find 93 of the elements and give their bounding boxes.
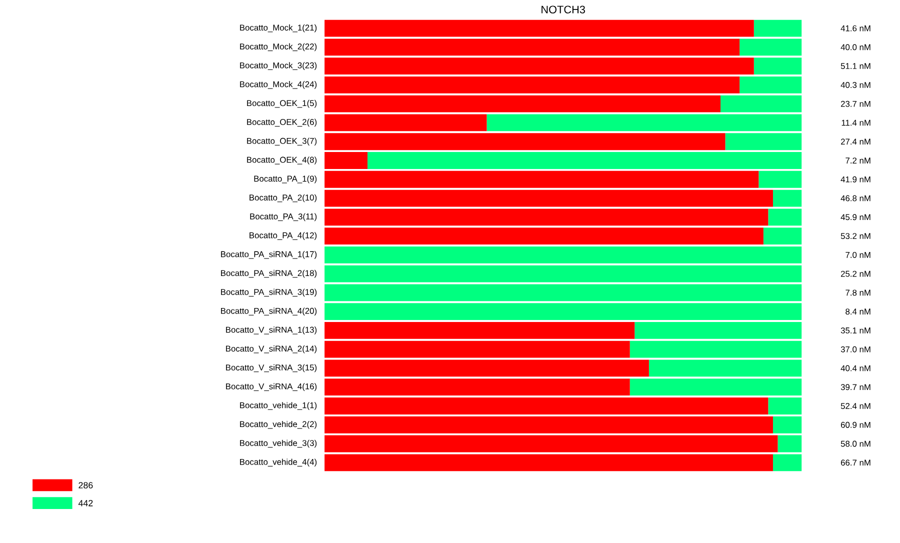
- text: 60.9 nM: [841, 422, 870, 428]
- bar: [758, 171, 802, 188]
- text: 40.0 nM: [840, 44, 870, 50]
- bar: [324, 152, 368, 170]
- y-tick-label: Bocatto_Mock_2(22): [240, 43, 317, 52]
- y-tick-label: Bocatto_OEK_1(5): [247, 100, 317, 108]
- text: 45.9 nM: [840, 214, 870, 220]
- bar: [324, 360, 649, 377]
- y-tick-label: Bocatto_vehide_3(3): [240, 440, 317, 448]
- bar: [324, 114, 487, 132]
- text: 11.4 nM: [842, 120, 870, 126]
- y-tick-label: Bocatto_vehide_2(2): [240, 421, 317, 429]
- bar: [324, 303, 802, 320]
- text: 8.4 nM: [846, 308, 870, 315]
- bar: [324, 133, 726, 150]
- text: 46.8 nM: [840, 195, 870, 202]
- bar: [778, 435, 802, 452]
- y-tick-label: Bocatto_V_siRNA_3(15): [226, 364, 317, 372]
- bar: [367, 152, 802, 170]
- text: 66.7 nM: [841, 460, 870, 466]
- bar: [648, 360, 802, 377]
- text: 51.1 nM: [840, 63, 870, 70]
- y-tick-label: Bocatto_PA_siRNA_1(17): [221, 251, 317, 260]
- text: 25.2 nM: [840, 271, 870, 277]
- bar: [486, 114, 802, 132]
- y-tick-label: Bocatto_vehide_4(4): [240, 458, 317, 467]
- text: 41.6 nM: [840, 26, 870, 32]
- y-tick-label: Bocatto_PA_4(12): [250, 232, 317, 240]
- bar: [740, 38, 802, 56]
- text: 39.7 nM: [840, 384, 870, 390]
- bar: [324, 58, 754, 75]
- bar: [754, 58, 802, 75]
- bar: [324, 228, 764, 245]
- y-tick-label: Bocatto_OEK_4(8): [247, 156, 317, 165]
- y-tick-label: Bocatto_vehide_1(1): [240, 402, 317, 410]
- y-tick-label: Bocatto_OEK_3(7): [247, 138, 317, 146]
- bar: [768, 398, 802, 415]
- bar: [324, 20, 754, 37]
- bar: [324, 454, 773, 472]
- y-tick-label: Bocatto_PA_3(11): [250, 213, 317, 222]
- text: 7.2 nM: [846, 158, 870, 164]
- bar: [772, 454, 802, 472]
- bar: [324, 341, 630, 358]
- bar: [772, 190, 802, 207]
- text: 7.0 nM: [846, 252, 870, 258]
- bar: [630, 378, 802, 396]
- y-tick-label: Bocatto_PA_siRNA_2(18): [221, 270, 317, 278]
- bar: [324, 435, 778, 452]
- y-tick-label: Bocatto_OEK_2(6): [247, 118, 317, 127]
- bar: [324, 246, 802, 264]
- y-tick-label: Bocatto_PA_2(10): [250, 194, 317, 202]
- y-tick-label: Bocatto_Mock_4(24): [240, 81, 317, 90]
- bar: [725, 133, 802, 150]
- bar: [324, 398, 768, 415]
- bar: [720, 96, 802, 112]
- text: 7.8 nM: [846, 290, 870, 296]
- y-tick-label: Bocatto_Mock_3(23): [240, 62, 317, 70]
- y-tick-label: Bocatto_V_siRNA_1(13): [226, 326, 317, 335]
- y-tick-label: Bocatto_PA_1(9): [254, 176, 317, 184]
- chart-title: NOTCH3: [542, 6, 585, 14]
- bar: [324, 322, 635, 340]
- legend-label: 286: [78, 482, 93, 489]
- bar: [324, 171, 759, 188]
- text: 53.2 nM: [840, 233, 870, 240]
- y-tick-label: Bocatto_PA_siRNA_3(19): [221, 288, 317, 297]
- bar: [763, 228, 802, 245]
- bar: [324, 96, 721, 112]
- y-tick-label: Bocatto_V_siRNA_2(14): [226, 346, 317, 354]
- text: 40.3 nM: [840, 82, 870, 88]
- bar: [630, 341, 802, 358]
- bar: [324, 378, 630, 396]
- y-tick-label: Bocatto_Mock_1(21): [240, 24, 317, 32]
- text: 52.4 nM: [840, 403, 870, 410]
- bar: [324, 38, 740, 56]
- legend-label: 442: [78, 500, 93, 506]
- text: 35.1 nM: [840, 328, 870, 334]
- bar: [768, 208, 802, 226]
- bar: [772, 416, 802, 434]
- text: 40.4 nM: [840, 365, 870, 372]
- text: 27.4 nM: [840, 138, 870, 145]
- bar: [634, 322, 802, 340]
- bar: [740, 76, 802, 94]
- text: 23.7 nM: [840, 101, 870, 107]
- bar: [324, 190, 773, 207]
- y-tick-label: Bocatto_V_siRNA_4(16): [226, 383, 317, 392]
- bar: [754, 20, 802, 37]
- text: 41.9 nM: [840, 176, 870, 183]
- text: 37.0 nM: [840, 346, 870, 352]
- bar: [324, 76, 740, 94]
- y-tick-label: Bocatto_PA_siRNA_4(20): [221, 308, 317, 316]
- text: 58.0 nM: [840, 440, 870, 447]
- bar: [324, 416, 773, 434]
- bar: [324, 208, 768, 226]
